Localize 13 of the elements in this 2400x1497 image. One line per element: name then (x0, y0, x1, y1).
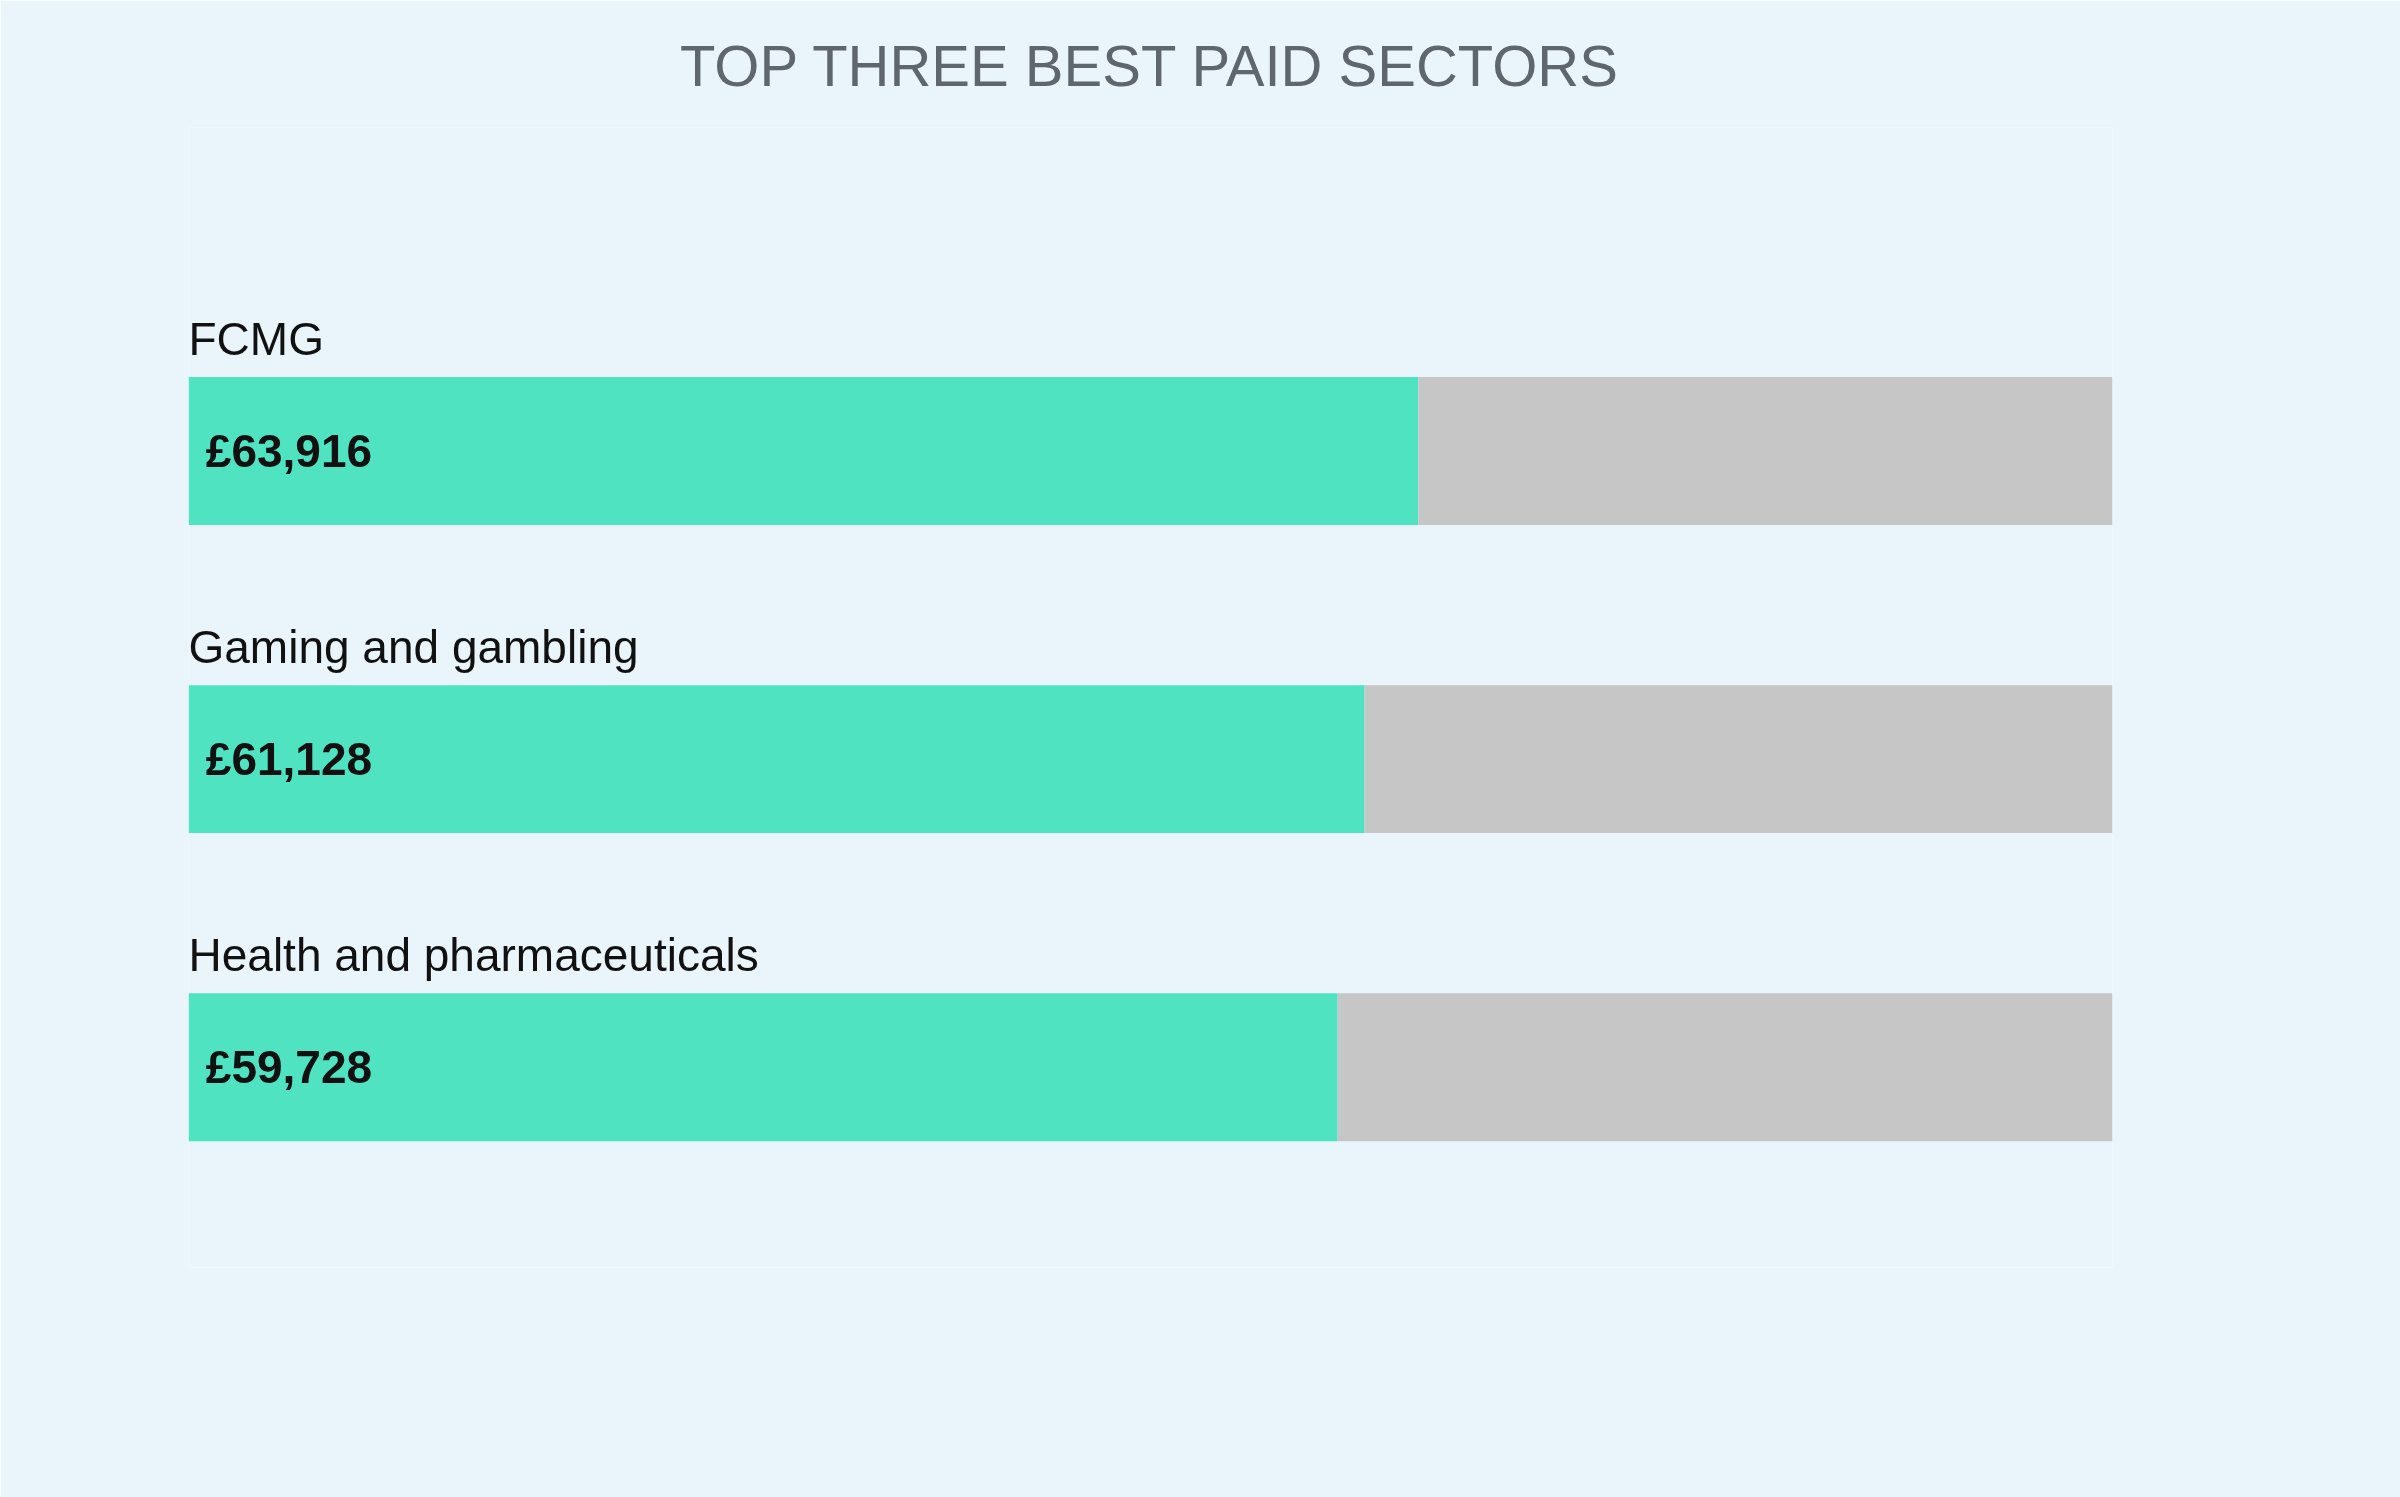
bar (188, 993, 1338, 1142)
y-tick-label: FCMG (188, 312, 324, 365)
bar (188, 685, 1365, 834)
bar (1337, 993, 2113, 1142)
data-label: £61,128 (205, 733, 373, 786)
y-tick-label: Health and pharmaceuticals (188, 928, 759, 981)
bar (188, 377, 1419, 525)
y-tick-label: Gaming and gambling (188, 620, 639, 673)
bar (1364, 685, 2113, 834)
data-label: £59,728 (205, 1041, 373, 1094)
bar (1418, 377, 2113, 525)
chart-title: TOP THREE BEST PAID SECTORS (679, 32, 1618, 98)
data-label: £63,916 (205, 425, 373, 478)
